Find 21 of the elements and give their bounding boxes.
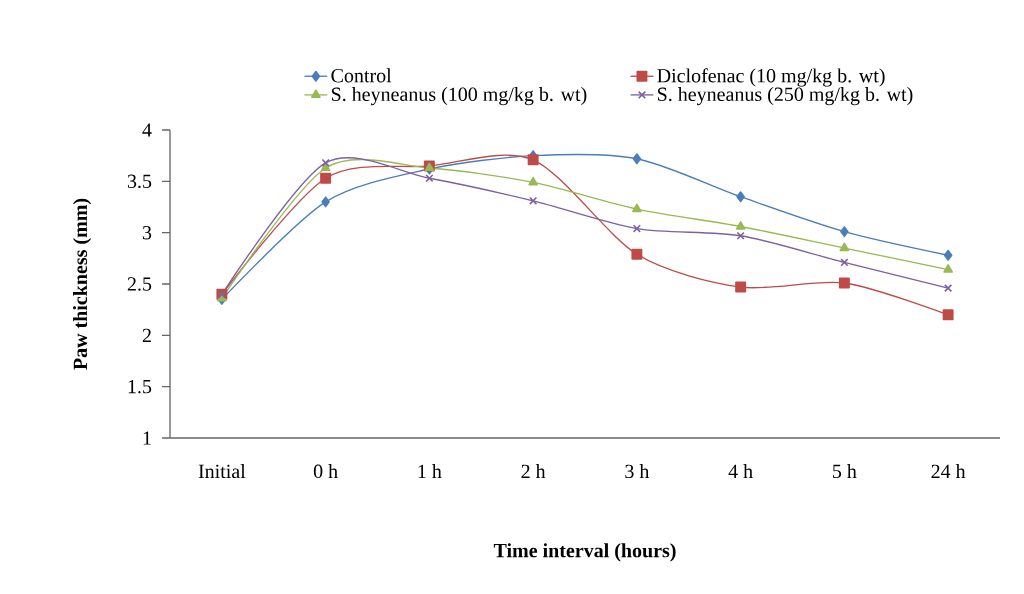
y-tick-label: 1.5 [128, 379, 152, 394]
x-tick-label: 24 h [931, 464, 966, 478]
x-axis-title: Time interval (hours) [493, 543, 676, 562]
y-tick-label: 3 [142, 225, 152, 240]
legend-label: S. heyneanus (100 mg/kg b. wt) [331, 86, 587, 106]
y-tick-label: 4 [142, 123, 152, 137]
x-tick-label: Initial [198, 464, 246, 479]
legend-label: Diclofenac (10 mg/kg b. wt) [657, 68, 885, 87]
x-tick-label: 2 h [521, 464, 546, 478]
x-tick-label: 0 h [313, 464, 338, 479]
x-tick-label: 1 h [418, 464, 442, 478]
y-tick-label: 2 [142, 328, 151, 342]
x-tick-label: 4 h [728, 464, 753, 478]
x-tick-label: 5 h [833, 464, 857, 479]
x-tick-label: 3 h [625, 464, 650, 479]
y-axis-title: Paw thickness (mm) [73, 198, 92, 370]
legend-label: Control [331, 68, 392, 83]
y-tick-label: 1 [143, 431, 151, 445]
legend-label: S. heyneanus (250 mg/kg b. wt) [658, 86, 913, 106]
y-tick-label: 2.5 [127, 277, 152, 291]
y-tick-label: 3.5 [127, 174, 152, 189]
